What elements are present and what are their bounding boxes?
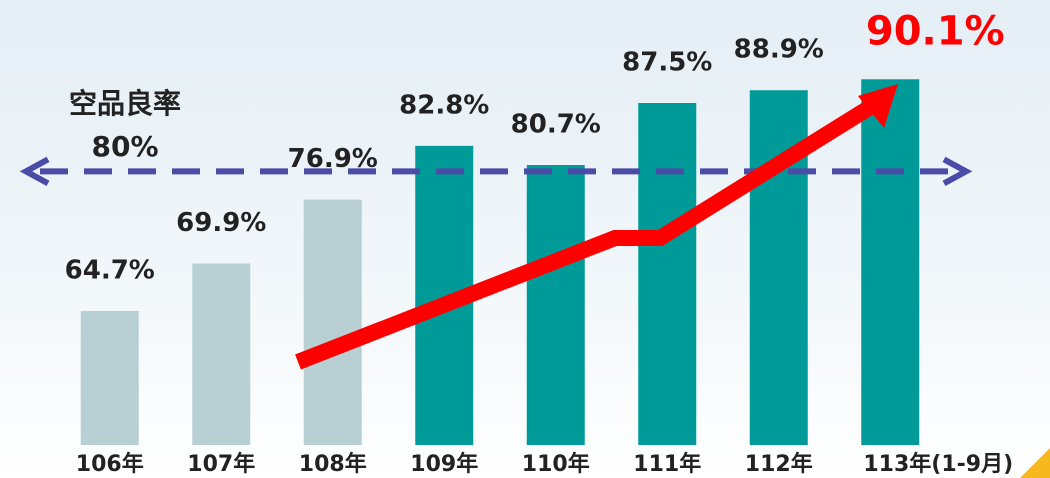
trend-arrow [295,99,877,370]
bar [861,79,920,446]
bar [192,263,251,445]
bar [80,310,139,445]
x-tick-label: 111年 [633,451,701,477]
value-label: 90.1% [866,8,1005,54]
x-tick-label: 107年 [187,451,255,477]
value-label: 64.7% [65,255,155,285]
corner-decoration [1020,448,1050,478]
value-label: 80.7% [511,110,601,140]
value-label: 82.8% [399,90,489,120]
reference-arrow-left [19,156,50,187]
x-tick-label: 109年 [410,451,478,477]
value-label: 88.9% [734,35,824,65]
x-tick-label: 108年 [299,451,367,477]
value-label: 69.9% [176,208,266,238]
x-tick-label: 106年 [76,451,144,477]
x-tick-label: 110年 [522,451,590,477]
reference-arrow-right [942,156,973,187]
bar [303,199,362,445]
trend-arrow-head [858,84,898,128]
x-tick-label: 113年(1-9月) [863,451,1013,477]
reference-value-label: 80% [91,130,158,163]
value-label: 76.9% [288,144,378,174]
bar [526,165,585,446]
x-tick-label: 112年 [745,451,813,477]
value-label: 87.5% [622,48,712,78]
reference-label: 空品良率 [69,87,181,120]
bar [638,103,697,445]
